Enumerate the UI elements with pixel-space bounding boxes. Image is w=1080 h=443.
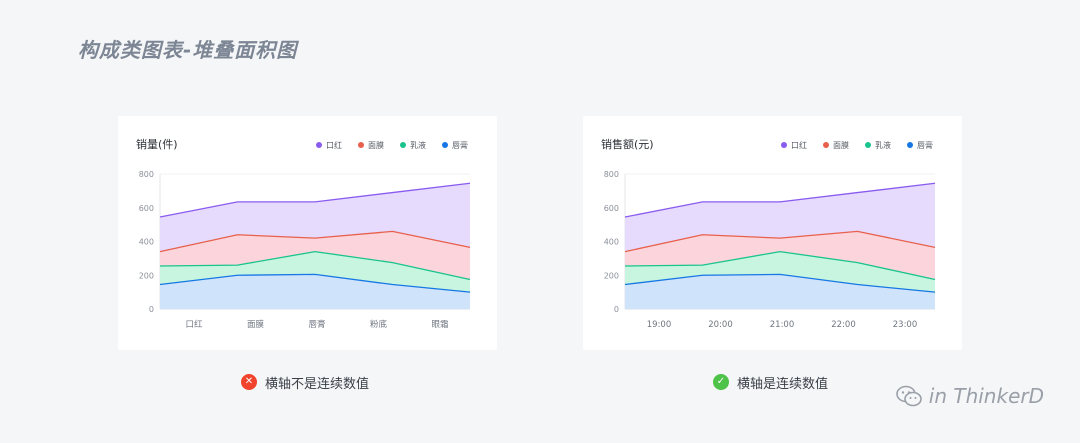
caption-incorrect: ✕ 横轴不是连续数值	[241, 372, 369, 392]
legend-label: 面膜	[833, 140, 849, 150]
area-唇膏	[160, 274, 470, 309]
legend-marker	[781, 142, 787, 148]
chart-card-categorical: 销量(件) 口红 面膜 乳液 唇膏 0 200 400 600 800 口红 面膜 唇膏 粉底 眼霜	[118, 116, 497, 350]
legend-item: 唇膏	[442, 140, 468, 150]
line-口红	[159, 182, 471, 218]
y-tick-label: 400	[139, 238, 154, 247]
legend-marker	[865, 142, 871, 148]
area-面膜	[160, 231, 470, 280]
y-tick-label: 400	[604, 238, 619, 247]
legend-label: 口红	[326, 140, 342, 150]
line-口红	[624, 182, 936, 218]
watermark: in ThinkerD	[895, 384, 1044, 408]
line-乳液	[159, 250, 471, 281]
area-唇膏	[625, 274, 935, 309]
legend-marker	[400, 142, 406, 148]
legend-label: 口红	[791, 140, 807, 150]
legend-label: 面膜	[368, 140, 384, 150]
legend-item: 面膜	[823, 140, 849, 150]
x-tick-label: 20:00	[708, 320, 733, 330]
caption-correct: ✓ 横轴是连续数值	[713, 372, 828, 392]
legend-item: 口红	[781, 140, 807, 150]
y-tick-label: 0	[614, 305, 619, 314]
caption-incorrect-text: 横轴不是连续数值	[265, 376, 370, 392]
y-tick-label: 200	[604, 271, 619, 280]
x-tick-label: 22:00	[831, 320, 856, 330]
legend-marker	[442, 142, 448, 148]
cross-icon: ✕	[241, 374, 257, 390]
chart-title: 销售额(元)	[601, 137, 654, 151]
area-面膜	[625, 231, 935, 280]
legend-item: 口红	[316, 140, 342, 150]
y-tick-label: 0	[149, 305, 154, 314]
legend-item: 面膜	[358, 140, 384, 150]
y-tick-label: 800	[139, 170, 154, 179]
wechat-icon	[895, 385, 922, 407]
line-面膜	[624, 230, 936, 253]
line-面膜	[159, 230, 471, 253]
x-tick-label: 唇膏	[308, 319, 325, 330]
x-tick-label: 眼霜	[431, 320, 448, 330]
legend-marker	[823, 142, 829, 148]
line-唇膏	[624, 273, 936, 293]
x-tick-label: 口红	[185, 319, 203, 330]
legend-item: 乳液	[865, 140, 891, 150]
page-title: 构成类图表-堆叠面积图	[78, 38, 298, 62]
y-tick-label: 800	[604, 170, 619, 179]
stacked-area-chart-sales-amount: 销售额(元) 口红 面膜 乳液 唇膏 0 200 400 600 800 19:00 20:00 21:…	[601, 137, 936, 330]
y-tick-label: 600	[604, 204, 619, 213]
x-tick-label: 粉底	[370, 319, 388, 330]
check-icon: ✓	[713, 374, 729, 390]
legend-marker	[316, 142, 322, 148]
chart-title: 销量(件)	[136, 137, 178, 151]
legend-item: 唇膏	[907, 140, 933, 150]
x-tick-label: 23:00	[893, 320, 918, 330]
legend-marker	[358, 142, 364, 148]
legend-marker	[907, 142, 913, 148]
line-唇膏	[159, 273, 471, 293]
legend-item: 乳液	[400, 140, 426, 150]
legend-label: 唇膏	[917, 140, 933, 150]
y-tick-label: 200	[139, 271, 154, 280]
legend-label: 乳液	[410, 140, 426, 150]
area-乳液	[625, 251, 935, 293]
y-tick-label: 600	[139, 204, 154, 213]
chart-card-continuous: 销售额(元) 口红 面膜 乳液 唇膏 0 200 400 600 800 19:00 20:00 21:…	[583, 116, 962, 350]
x-tick-label: 19:00	[647, 320, 672, 330]
x-tick-label: 面膜	[247, 319, 265, 330]
legend-label: 唇膏	[452, 140, 468, 150]
caption-correct-text: 横轴是连续数值	[737, 376, 829, 392]
watermark-text: in ThinkerD	[928, 384, 1044, 408]
area-乳液	[160, 251, 470, 293]
x-tick-label: 21:00	[770, 320, 795, 330]
legend-label: 乳液	[875, 140, 891, 150]
line-乳液	[624, 250, 936, 281]
